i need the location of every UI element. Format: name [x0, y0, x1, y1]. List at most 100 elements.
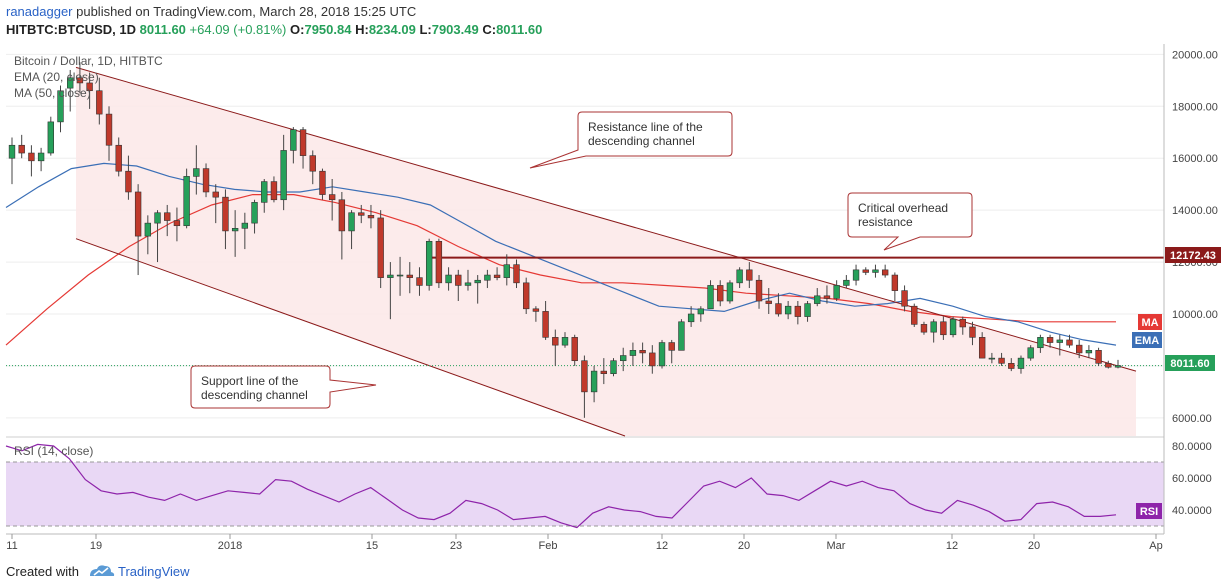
ma-tag: MA	[1138, 314, 1162, 330]
candle-body	[377, 217, 384, 278]
candle-body	[96, 90, 103, 115]
rsi-axis[interactable]: 80.0000 60.0000 40.0000	[1172, 441, 1212, 517]
price-change: +64.09 (+0.81%)	[189, 22, 287, 37]
callout-resistance: Resistance line of the descending channe…	[529, 111, 733, 169]
candle-body	[658, 342, 666, 367]
price-axis[interactable]: 20000.0018000.0016000.0014000.0012000.00…	[1172, 49, 1218, 424]
legend-ema: EMA (20, close)	[14, 70, 99, 84]
symbol-line: HITBTC:BTCUSD, 1D 8011.60 +64.09 (+0.81%…	[6, 22, 542, 37]
publish-info: published on TradingView.com, March 28, …	[72, 4, 417, 19]
legend-ma: MA (50, close)	[14, 86, 91, 100]
candle-body	[862, 269, 869, 273]
candles	[8, 62, 1122, 418]
candle-body	[86, 82, 93, 92]
callout-resistance-line1: Resistance line of the	[588, 120, 703, 134]
candle-body	[8, 144, 16, 159]
candle-body	[37, 152, 45, 162]
candle-body	[425, 240, 433, 286]
candle-body	[212, 191, 219, 198]
last-price: 8011.60	[139, 22, 186, 37]
candle-body	[105, 113, 113, 146]
candle-body	[843, 279, 850, 286]
candle-body	[542, 311, 549, 338]
price-tick-label: 6000.00	[1172, 413, 1212, 425]
candle-body	[18, 144, 25, 154]
level-price-tag: 12172.43	[1165, 247, 1221, 263]
candle-body	[251, 202, 258, 224]
callout-critical-line2: resistance	[858, 215, 913, 229]
candle-body	[28, 152, 35, 162]
candle-body	[823, 295, 831, 299]
candle-body	[367, 215, 375, 219]
candle-body	[1114, 365, 1122, 368]
candle-body	[590, 370, 598, 393]
candle-body	[125, 170, 132, 193]
candle-body	[717, 285, 724, 302]
time-tick-label: 23	[450, 540, 462, 552]
price-tick-label: 10000.00	[1172, 309, 1218, 321]
candle-body	[881, 269, 889, 276]
candle-body	[998, 357, 1005, 364]
candle-body	[561, 337, 569, 346]
ema-tag: EMA	[1132, 332, 1162, 348]
candle-body	[552, 337, 559, 346]
candle-body	[872, 269, 879, 273]
candle-body	[639, 350, 646, 354]
high-label: H:	[355, 22, 369, 37]
resistance-trendline	[75, 66, 1137, 372]
candle-body	[484, 274, 491, 281]
candle-body	[891, 274, 899, 291]
candle-body	[1017, 357, 1025, 369]
ema-tag-label: EMA	[1135, 335, 1160, 347]
last-price-tag: 8011.60	[1165, 355, 1215, 371]
price-chart[interactable]: Bitcoin / Dollar, 1D, HITBTC EMA (20, cl…	[0, 42, 1228, 560]
callout-critical: Critical overhead resistance	[847, 192, 973, 251]
candle-body	[969, 326, 976, 338]
candle-body	[493, 274, 501, 278]
candle-body	[57, 90, 64, 123]
candle-body	[697, 308, 705, 315]
time-tick-label: Feb	[539, 540, 558, 552]
candle-body	[455, 274, 462, 286]
time-tick-label: 20	[1028, 540, 1040, 552]
candle-body	[940, 321, 947, 336]
candle-body	[765, 300, 772, 304]
candle-body	[416, 277, 423, 286]
price-tick-label: 18000.00	[1172, 101, 1218, 113]
candle-body	[687, 313, 695, 323]
time-axis[interactable]: 11 19 2018 15 23 Feb 12 20 Mar 12 20 Ap	[6, 534, 1163, 552]
candle-body	[678, 321, 685, 351]
candle-body	[164, 212, 171, 221]
rsi-tag-label: RSI	[1140, 506, 1158, 518]
time-tick-label: 20	[738, 540, 750, 552]
tradingview-logo-icon[interactable]	[88, 561, 208, 581]
candle-body	[154, 212, 161, 224]
price-tick-label: 20000.00	[1172, 49, 1218, 61]
candle-body	[949, 318, 957, 336]
callout-resistance-line2: descending channel	[588, 134, 695, 148]
candle-body	[649, 352, 656, 367]
author-link[interactable]: ranadagger	[6, 4, 73, 19]
rsi-tag: RSI	[1136, 503, 1162, 519]
candle-body	[406, 274, 413, 278]
candle-body	[726, 282, 734, 302]
candle-body	[115, 144, 122, 172]
candle-body	[600, 370, 607, 374]
candle-body	[794, 305, 802, 317]
time-tick-label: 12	[656, 540, 668, 552]
candle-body	[571, 337, 578, 362]
candle-body	[959, 318, 966, 328]
candle-body	[736, 269, 743, 284]
ma-tag-label: MA	[1141, 317, 1158, 329]
rsi-tick-label: 60.0000	[1172, 473, 1212, 485]
candle-body	[76, 77, 84, 84]
candle-body	[261, 181, 268, 203]
footer-brand-link[interactable]: TradingView	[118, 564, 190, 579]
candle-body	[814, 295, 821, 304]
candle-body	[183, 176, 190, 227]
level-price-value: 12172.43	[1170, 250, 1216, 262]
candle-body	[1046, 337, 1054, 343]
time-tick-label: 15	[366, 540, 378, 552]
callout-support: Support line of the descending channel	[190, 365, 377, 409]
candle-body	[1008, 363, 1015, 369]
